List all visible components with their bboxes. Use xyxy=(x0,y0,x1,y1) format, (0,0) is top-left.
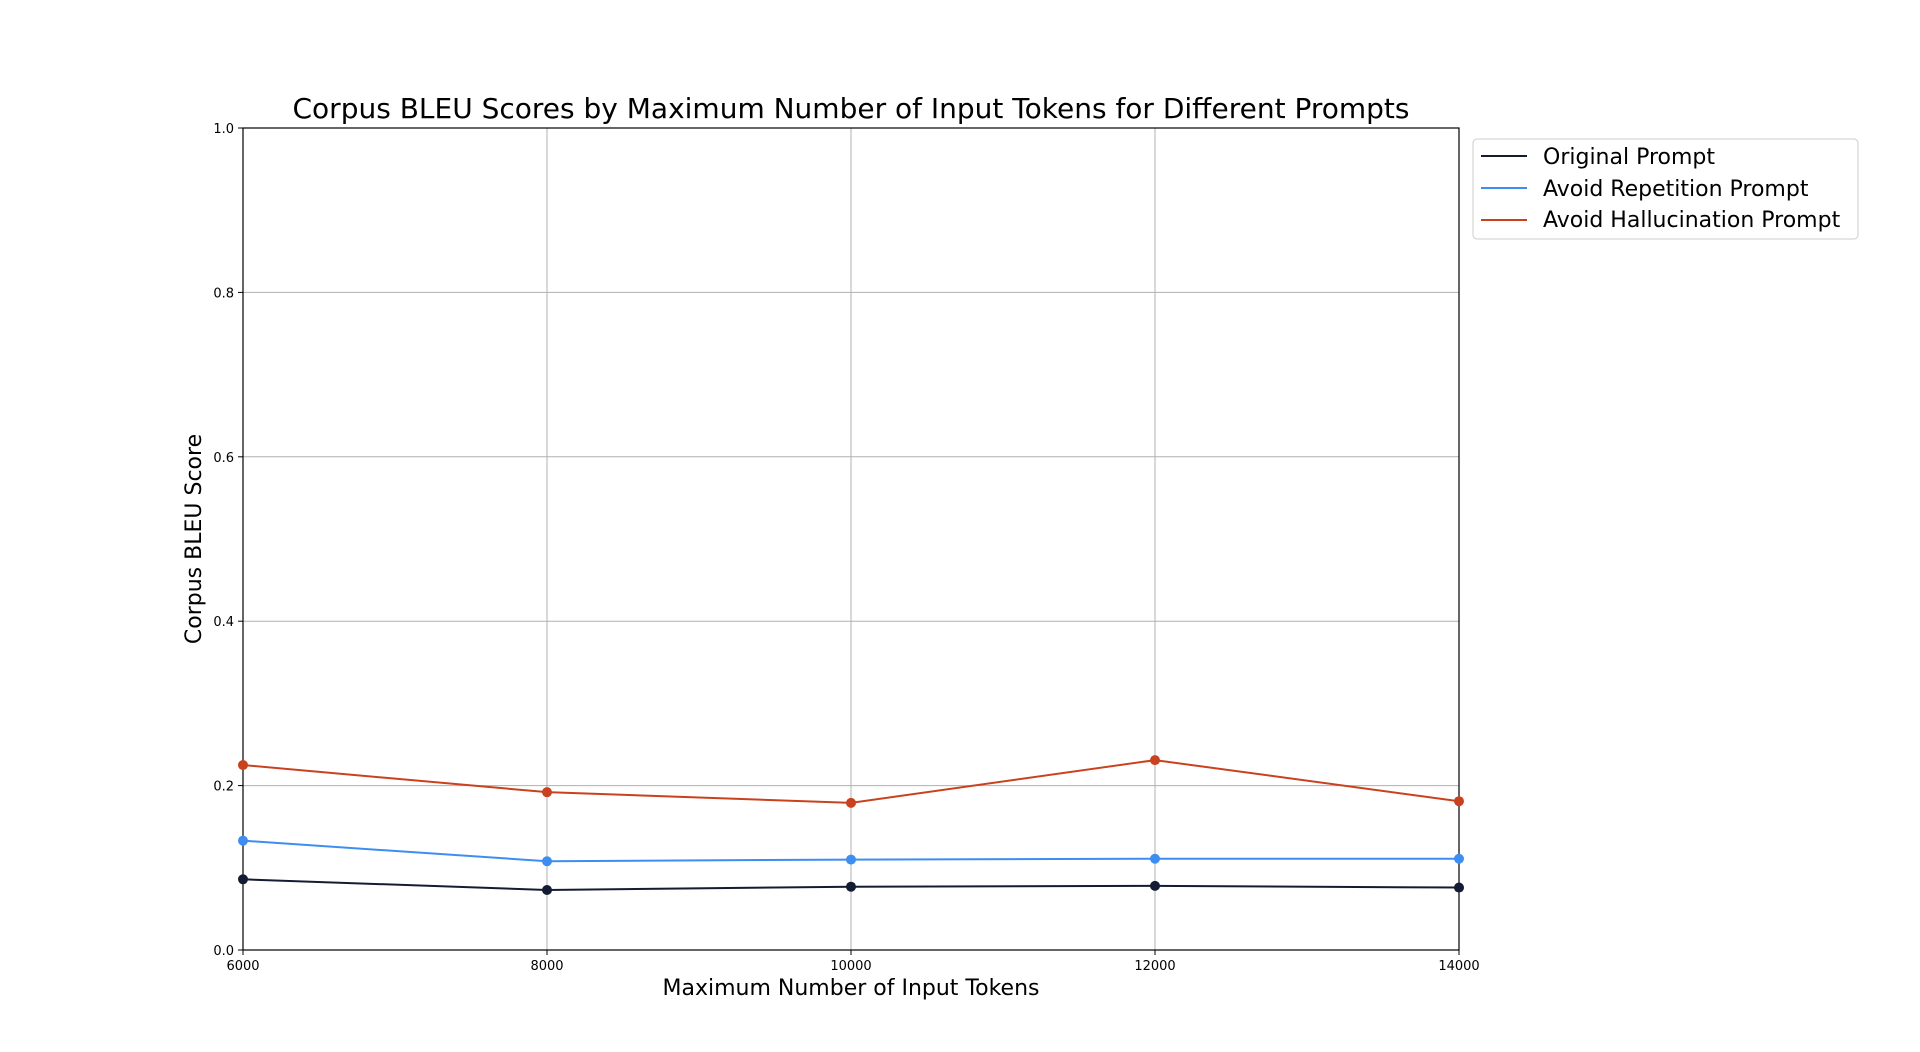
x-tick-label: 12000 xyxy=(1134,959,1175,974)
data-point-avoid-repetition xyxy=(542,856,552,867)
x-tick-label: 6000 xyxy=(226,959,259,974)
data-point-original xyxy=(1454,882,1464,893)
x-axis-label: Maximum Number of Input Tokens xyxy=(663,976,1040,1001)
x-tick-label: 8000 xyxy=(530,959,563,974)
y-tick-label: 0.8 xyxy=(213,286,234,301)
series-layer xyxy=(238,755,1464,895)
data-point-avoid-hallucination xyxy=(846,797,856,808)
tick-layer: 6000 8000 10000 12000 14000 0.0 0.2 0.4 0.6 0.8 1.… xyxy=(213,122,1479,974)
data-point-original xyxy=(238,874,248,885)
data-point-original xyxy=(542,884,552,895)
data-point-avoid-repetition xyxy=(238,835,248,846)
chart-title: Corpus BLEU Scores by Maximum Number of … xyxy=(293,92,1410,125)
data-point-original xyxy=(1150,880,1160,891)
x-tick-label: 10000 xyxy=(830,959,871,974)
data-point-avoid-hallucination xyxy=(542,787,552,798)
legend-label-avoid-hallucination: Avoid Hallucination Prompt xyxy=(1543,208,1841,233)
legend: Original Prompt Avoid Repetition Prompt … xyxy=(1472,138,1859,240)
data-point-avoid-hallucination xyxy=(1454,796,1464,807)
data-point-avoid-repetition xyxy=(1150,853,1160,864)
y-tick-label: 0.0 xyxy=(213,944,234,959)
data-point-avoid-hallucination xyxy=(238,760,248,771)
data-point-original xyxy=(846,881,856,892)
grid xyxy=(242,127,1460,951)
data-point-avoid-hallucination xyxy=(1150,755,1160,766)
legend-label-original: Original Prompt xyxy=(1543,145,1715,170)
legend-label-avoid-repetition: Avoid Repetition Prompt xyxy=(1543,177,1809,202)
data-point-avoid-repetition xyxy=(1454,853,1464,864)
x-tick-label: 14000 xyxy=(1438,959,1479,974)
legend-box xyxy=(1472,138,1859,240)
y-tick-label: 0.6 xyxy=(213,451,234,466)
y-tick-label: 0.2 xyxy=(213,780,234,795)
y-axis-label: Corpus BLEU Score xyxy=(182,434,207,644)
y-tick-label: 1.0 xyxy=(213,122,234,137)
y-tick-label: 0.4 xyxy=(213,615,234,630)
data-point-avoid-repetition xyxy=(846,854,856,865)
